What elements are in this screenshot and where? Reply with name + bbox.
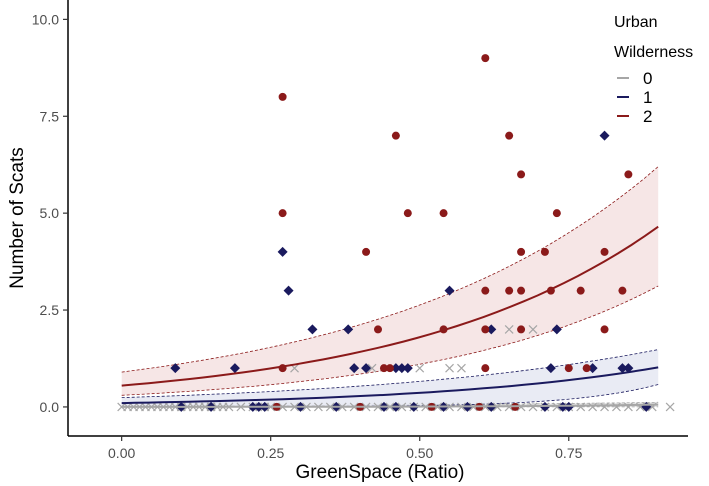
data-point-2 [564, 364, 573, 373]
data-point-1 [277, 246, 288, 257]
data-point-0 [588, 402, 598, 412]
data-point-2 [576, 286, 585, 295]
legend-label-1: 1 [643, 88, 652, 107]
data-point-0 [576, 402, 586, 412]
axes [63, 0, 688, 441]
y-tick-label: 5.0 [40, 205, 60, 221]
data-point-2 [481, 364, 490, 373]
data-point-1 [229, 363, 240, 374]
data-point-2 [379, 364, 388, 373]
data-point-0 [445, 363, 454, 373]
x-tick-label: 0.25 [257, 445, 284, 461]
data-point-2 [481, 286, 490, 295]
data-point-1 [623, 363, 634, 374]
data-point-1 [170, 363, 181, 374]
data-point-0 [415, 363, 425, 373]
data-point-2 [517, 170, 526, 179]
y-tick-label: 10.0 [32, 11, 59, 27]
data-point-2 [600, 325, 609, 334]
ribbon-upper-edge-2 [121, 166, 659, 373]
data-point-2 [505, 286, 514, 295]
data-point-0 [552, 402, 562, 412]
data-point-2 [481, 325, 490, 334]
legend-entries: 012 [617, 69, 652, 126]
data-point-0 [665, 402, 675, 412]
data-point-2 [517, 325, 526, 334]
legend: Urban Wilderness 012 [614, 14, 693, 126]
data-point-2 [517, 286, 526, 295]
data-point-2 [618, 286, 627, 295]
data-point-0 [457, 363, 466, 373]
confidence-ribbon-2 [121, 166, 659, 396]
data-point-2 [362, 247, 371, 256]
data-point-0 [504, 324, 514, 334]
data-point-2 [278, 92, 287, 101]
x-tick-label: 0.75 [555, 445, 582, 461]
data-point-2 [385, 364, 394, 373]
fit-line-0 [121, 403, 659, 408]
plot-area [117, 54, 675, 412]
data-point-1 [545, 363, 556, 374]
data-point-1 [617, 363, 628, 374]
legend-label-2: 2 [643, 107, 652, 126]
tick-labels: 0.00 0.25 0.50 0.75 0.0 2.5 5.0 7.5 10.0 [32, 11, 583, 461]
data-point-2 [481, 54, 490, 63]
y-tick-label: 2.5 [40, 302, 60, 318]
data-point-2 [403, 209, 412, 218]
data-point-1 [343, 324, 354, 335]
x-axis-title: GreenSpace (Ratio) [296, 462, 465, 483]
data-point-1 [349, 363, 360, 374]
data-point-1 [396, 363, 407, 374]
data-point-1 [402, 363, 413, 374]
y-tick-label: 0.0 [40, 399, 60, 415]
data-point-1 [563, 401, 574, 412]
data-point-2 [374, 325, 382, 334]
data-point-1 [283, 285, 294, 296]
y-tick-label: 7.5 [40, 108, 60, 124]
data-point-0 [528, 324, 538, 334]
data-point-1 [361, 363, 372, 374]
data-point-2 [540, 247, 549, 256]
data-point-2 [439, 209, 448, 218]
data-point-0 [367, 363, 377, 373]
fit-line-2 [121, 225, 659, 387]
data-point-2 [278, 209, 287, 218]
x-tick-label: 0.00 [108, 445, 135, 461]
data-point-2 [552, 209, 561, 218]
legend-title-line1: Urban [614, 14, 658, 31]
data-point-1 [557, 401, 568, 412]
fit-line-1 [121, 366, 659, 405]
data-point-2 [582, 364, 591, 373]
data-point-2 [624, 170, 633, 179]
data-point-1 [444, 285, 455, 296]
x-tick-label: 0.50 [406, 445, 433, 461]
data-point-2 [600, 247, 609, 256]
y-axis-title: Number of Scats [7, 147, 28, 289]
data-point-2 [391, 131, 400, 140]
data-point-1 [486, 324, 497, 335]
confidence-ribbon-1 [121, 349, 659, 407]
data-point-2 [517, 247, 526, 256]
data-point-1 [307, 324, 318, 335]
legend-label-0: 0 [643, 69, 652, 88]
ribbon-lower-edge-1 [121, 384, 659, 408]
data-point-0 [600, 402, 609, 412]
data-point-1 [587, 363, 598, 374]
data-point-1 [551, 324, 562, 335]
data-point-1 [599, 130, 610, 141]
data-point-2 [505, 131, 514, 140]
legend-title-line2: Wilderness [614, 44, 693, 61]
data-point-1 [390, 363, 401, 374]
